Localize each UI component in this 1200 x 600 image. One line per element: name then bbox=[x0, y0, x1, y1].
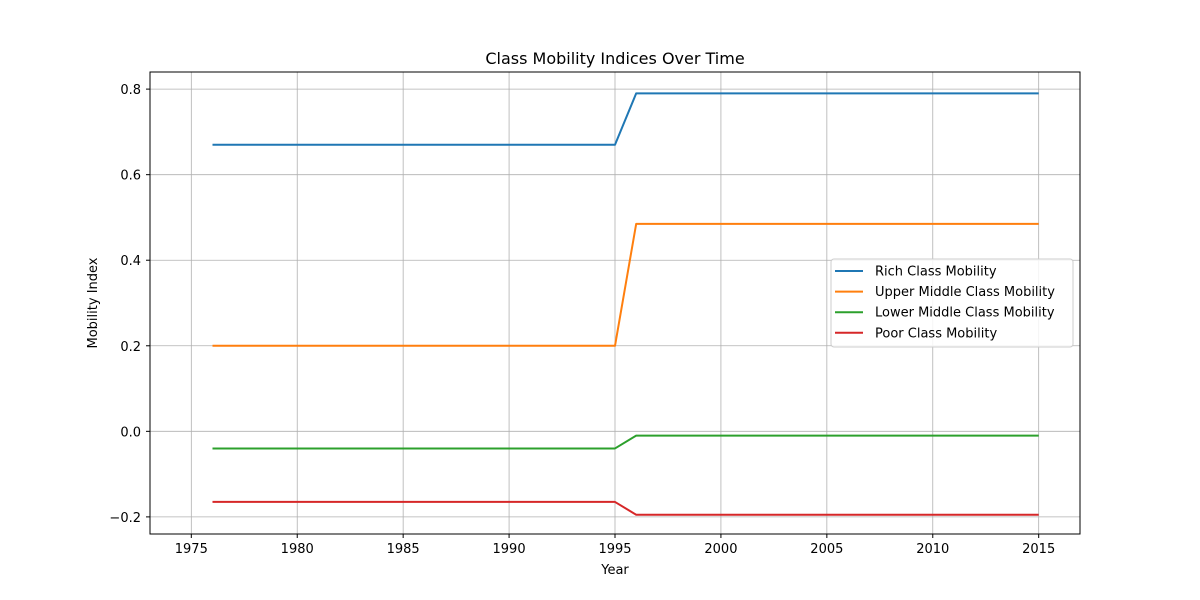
y-tick-label: 0.4 bbox=[120, 254, 141, 269]
x-tick-label: 2005 bbox=[810, 542, 843, 557]
x-axis-ticks: 1975 1980 1985 1990 1995 2000 2005 2010 2015 bbox=[175, 534, 1055, 557]
legend-entry-label: Lower Middle Class Mobility bbox=[875, 306, 1055, 321]
x-axis-label: Year bbox=[600, 563, 629, 578]
x-tick-label: 1980 bbox=[281, 542, 314, 557]
series-line-4 bbox=[212, 500, 1039, 516]
series-lines bbox=[212, 92, 1039, 516]
legend-entry-label: Poor Class Mobility bbox=[875, 326, 997, 341]
y-tick-label: 0.8 bbox=[120, 83, 141, 98]
x-tick-label: 2010 bbox=[916, 542, 949, 557]
y-tick-label: 0.2 bbox=[120, 340, 141, 355]
legend-box bbox=[830, 258, 1074, 348]
y-axis-label: Mobility Index bbox=[86, 257, 101, 348]
x-tick-label: 1985 bbox=[387, 542, 420, 557]
legend: Rich Class Mobility Upper Middle Class Mo… bbox=[830, 258, 1074, 348]
x-tick-label: 2000 bbox=[704, 542, 737, 557]
series-line-2 bbox=[212, 222, 1039, 347]
y-tick-label: −0.2 bbox=[109, 511, 141, 526]
y-axis-ticks: 0.8 0.6 0.4 0.2 0.0 −0.2 bbox=[109, 83, 150, 526]
chart-title: Class Mobility Indices Over Time bbox=[485, 49, 744, 68]
x-tick-label: 1975 bbox=[175, 542, 208, 557]
x-tick-label: 1995 bbox=[598, 542, 631, 557]
x-tick-label: 2015 bbox=[1022, 542, 1055, 557]
y-tick-label: 0.0 bbox=[120, 425, 141, 440]
y-tick-label: 0.6 bbox=[120, 169, 141, 184]
series-line-3 bbox=[212, 434, 1039, 450]
legend-entry-label: Upper Middle Class Mobility bbox=[875, 285, 1055, 300]
x-tick-label: 1990 bbox=[493, 542, 526, 557]
legend-entry-label: Rich Class Mobility bbox=[875, 265, 997, 280]
series-line-1 bbox=[212, 92, 1039, 146]
